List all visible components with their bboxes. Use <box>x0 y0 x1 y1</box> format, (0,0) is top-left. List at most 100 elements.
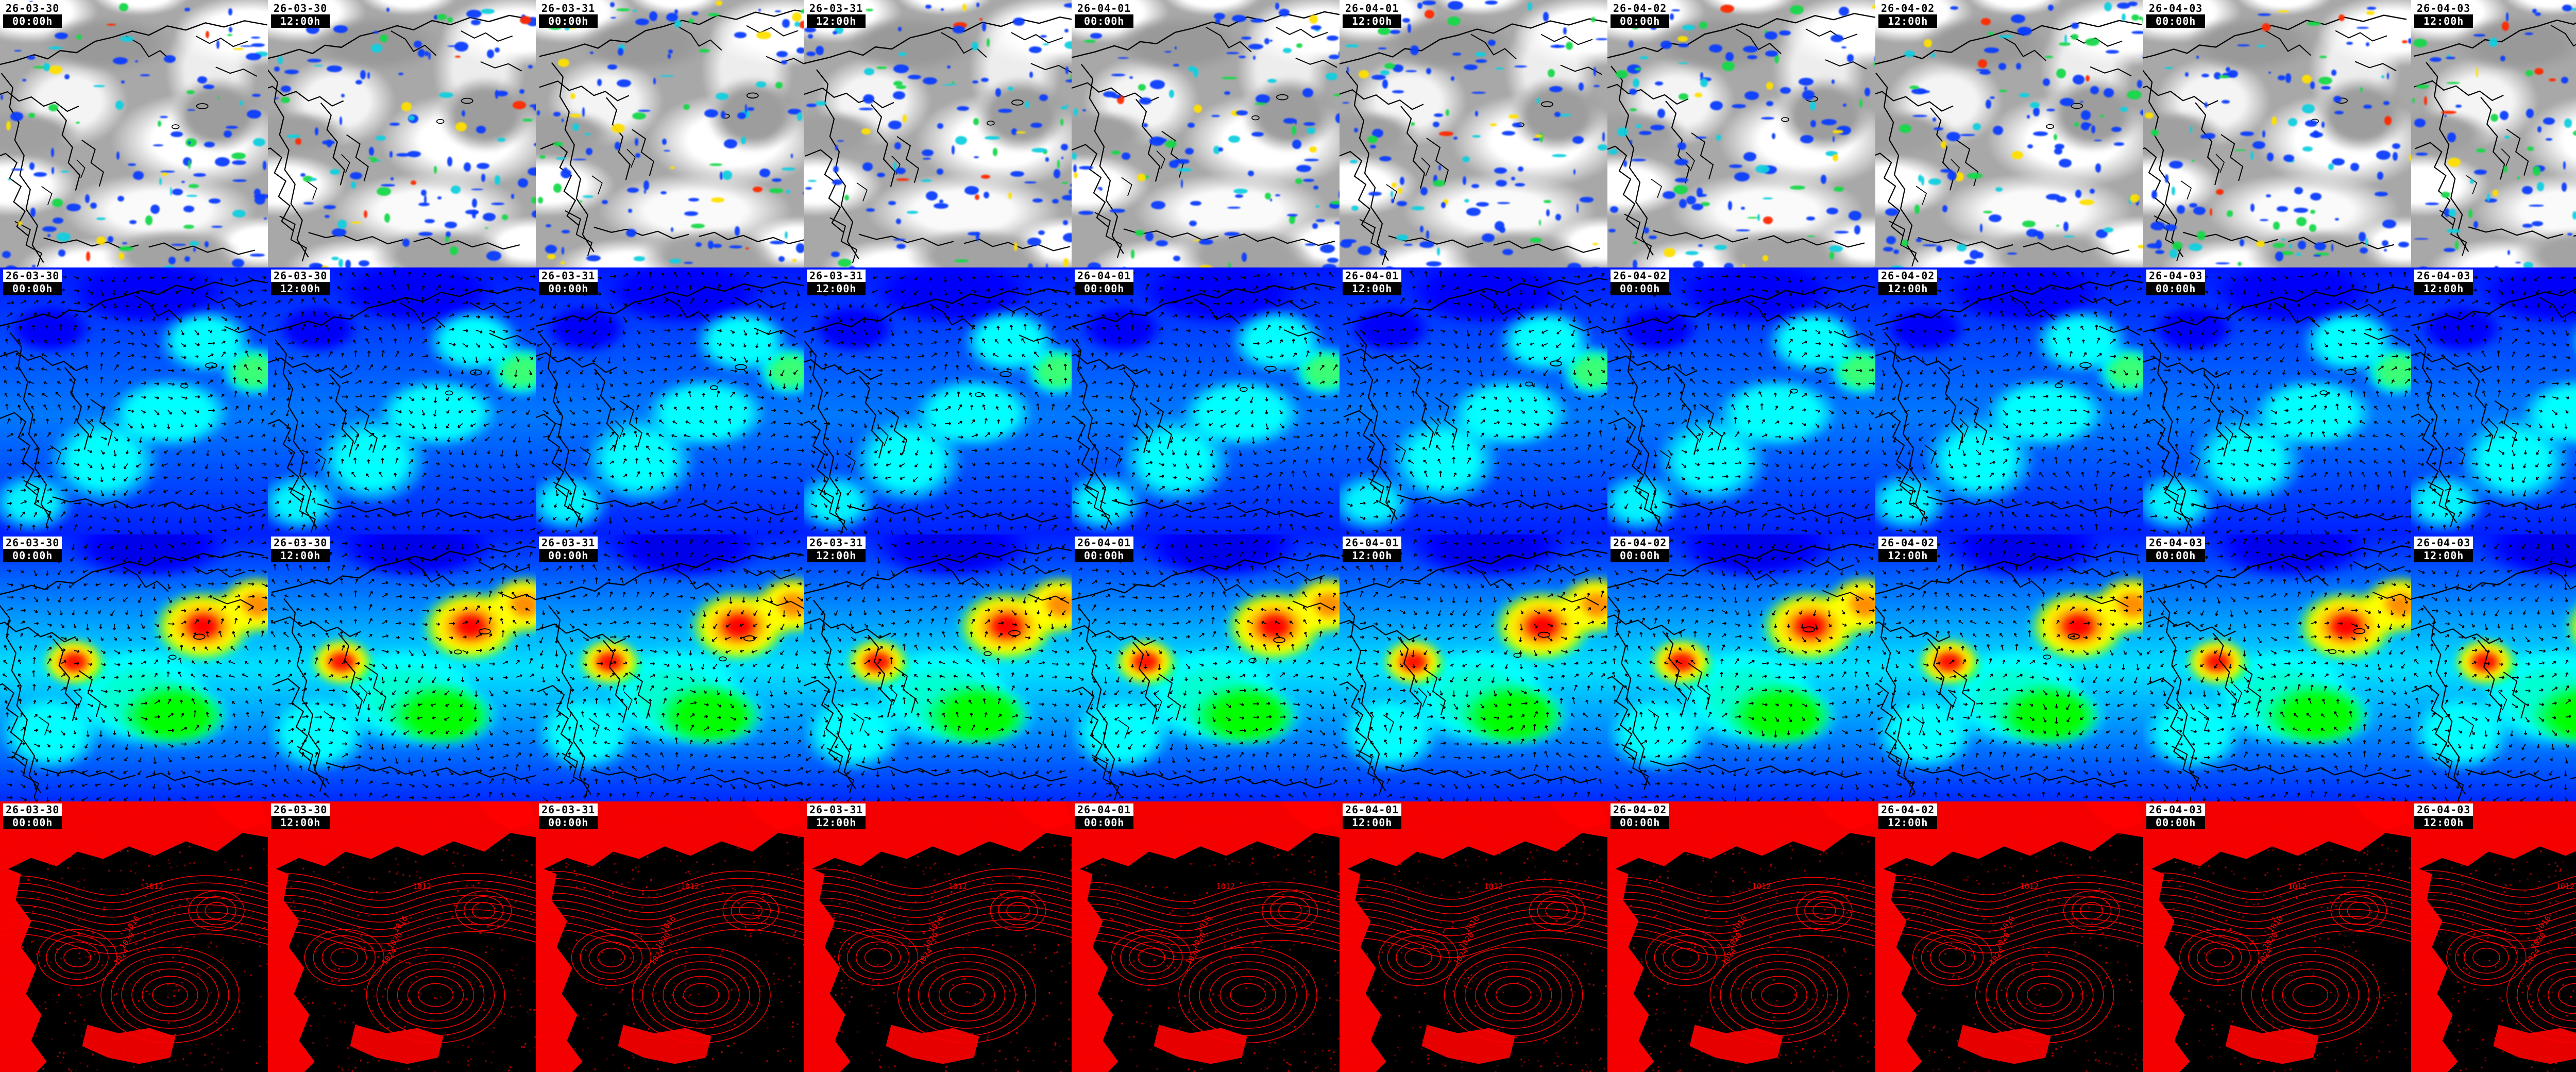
land-mask-overlay <box>1072 801 1340 1072</box>
forecast-panel[interactable]: 26-04-01 00:00h <box>1072 0 1340 267</box>
panel-timestamp: 26-04-02 12:00h <box>1878 270 1938 295</box>
land-mask-overlay <box>2143 801 2411 1072</box>
forecast-panel[interactable]: 26-03-30 12:00h <box>268 267 536 534</box>
forecast-panel[interactable]: 26-04-01 12:00h <box>1340 0 1607 267</box>
forecast-panel[interactable]: 26-03-30 00:00h <box>0 0 268 267</box>
panel-timestamp-date: 26-04-03 <box>2414 270 2473 282</box>
forecast-panel[interactable]: 26-04-01 12:00h <box>1340 534 1607 801</box>
forecast-panel[interactable]: 1012 1016 1020 1024 26-04-01 00:00h <box>1072 801 1340 1072</box>
cloud-shadow-layer <box>1340 0 1607 267</box>
forecast-panel[interactable]: 1012 1016 1020 1024 26-03-30 00:00h <box>0 801 268 1072</box>
forecast-panel[interactable]: 1012 1016 1020 1024 26-04-01 12:00h <box>1340 801 1607 1072</box>
forecast-panel[interactable]: 26-04-03 00:00h <box>2143 0 2411 267</box>
forecast-panel[interactable]: 26-04-02 00:00h <box>1607 0 1875 267</box>
forecast-panel[interactable]: 1012 1016 1020 1024 26-04-03 00:00h <box>2143 801 2411 1072</box>
wind-vector-arrows <box>268 534 536 801</box>
panel-timestamp-date: 26-04-01 <box>1075 803 1134 816</box>
panel-timestamp-date: 26-03-31 <box>539 803 598 816</box>
panel-timestamp-time: 00:00h <box>1611 282 1670 295</box>
panel-timestamp-time: 12:00h <box>2414 14 2473 28</box>
forecast-panel[interactable]: 26-03-31 00:00h <box>536 534 804 801</box>
forecast-panel[interactable]: 26-03-30 12:00h <box>268 0 536 267</box>
forecast-panel[interactable]: 1012 1016 1020 1024 26-03-31 00:00h <box>536 801 804 1072</box>
forecast-panel[interactable]: 26-03-31 00:00h <box>536 267 804 534</box>
panel-timestamp-date: 26-03-31 <box>539 537 598 549</box>
panel-timestamp: 26-03-31 00:00h <box>539 803 598 829</box>
panel-timestamp-time: 12:00h <box>1878 14 1938 28</box>
wind-vector-arrows <box>2411 267 2576 534</box>
forecast-panel[interactable]: 26-04-03 12:00h <box>2411 0 2576 267</box>
panel-timestamp-date: 26-03-31 <box>807 537 866 549</box>
panel-timestamp-time: 00:00h <box>539 549 598 562</box>
forecast-panel[interactable]: 26-04-02 12:00h <box>1875 0 2143 267</box>
forecast-panel[interactable]: 1012 1016 1020 1024 26-03-31 12:00h <box>804 801 1072 1072</box>
panel-timestamp: 26-04-03 00:00h <box>2146 270 2206 295</box>
wind-speed-canvas <box>1340 267 1607 534</box>
forecast-panel[interactable]: 26-03-30 00:00h <box>0 267 268 534</box>
panel-timestamp-date: 26-04-01 <box>1075 537 1134 549</box>
panel-timestamp-time: 12:00h <box>271 282 330 295</box>
forecast-panel[interactable]: 26-04-02 00:00h <box>1607 534 1875 801</box>
mslp-canvas: 1012 1016 1020 1024 <box>1875 801 2143 1072</box>
forecast-panel[interactable]: 1012 1016 1020 1024 26-04-02 00:00h <box>1607 801 1875 1072</box>
panel-timestamp: 26-03-31 00:00h <box>539 2 598 28</box>
panel-timestamp: 26-04-01 00:00h <box>1075 803 1134 829</box>
forecast-panel[interactable]: 26-04-03 00:00h <box>2143 267 2411 534</box>
panel-timestamp-time: 12:00h <box>807 816 866 829</box>
panel-timestamp-date: 26-04-01 <box>1343 537 1402 549</box>
wind-speed-canvas <box>1072 267 1340 534</box>
panel-timestamp: 26-04-02 00:00h <box>1611 803 1670 829</box>
forecast-panel[interactable]: 26-04-03 12:00h <box>2411 534 2576 801</box>
forecast-panel[interactable]: 26-03-30 00:00h <box>0 534 268 801</box>
wind-speed-shading <box>2411 534 2576 801</box>
forecast-panel[interactable]: 26-03-31 00:00h <box>536 0 804 267</box>
panel-row-satellite-cloud-precipitation: 26-03-30 00:00h 26-03-30 12:00h 26-03-31 00:0… <box>0 0 2576 267</box>
forecast-panel[interactable]: 26-04-03 00:00h <box>2143 534 2411 801</box>
satellite-cloud-canvas <box>2411 0 2576 267</box>
forecast-panel[interactable]: 26-04-02 12:00h <box>1875 534 2143 801</box>
forecast-panel[interactable]: 1012 1016 1020 1024 26-04-02 12:00h <box>1875 801 2143 1072</box>
panel-timestamp-date: 26-04-03 <box>2414 803 2473 816</box>
isobar-label: 1012 <box>1484 882 1503 891</box>
wind-speed-shading <box>1072 534 1340 801</box>
wind-speed-shading <box>536 534 804 801</box>
panel-timestamp-date: 26-03-31 <box>807 2 866 14</box>
forecast-panel[interactable]: 26-03-31 12:00h <box>804 534 1072 801</box>
isobar-label: 1012 <box>2556 882 2574 891</box>
panel-timestamp: 26-04-03 00:00h <box>2146 537 2206 562</box>
panel-row-wind-speed-upper-level: 26-03-30 00:00h 26-03-30 12:00h 26-03-31 00:0… <box>0 534 2576 801</box>
panel-timestamp-date: 26-03-30 <box>271 537 330 549</box>
forecast-panel[interactable]: 26-04-01 12:00h <box>1340 267 1607 534</box>
forecast-panel[interactable]: 26-04-01 00:00h <box>1072 267 1340 534</box>
forecast-panel[interactable]: 1012 1016 1020 1024 26-03-30 12:00h <box>268 801 536 1072</box>
panel-timestamp-time: 00:00h <box>1611 549 1670 562</box>
mslp-canvas: 1012 1016 1020 1024 <box>536 801 804 1072</box>
panel-timestamp-date: 26-04-01 <box>1075 270 1134 282</box>
forecast-panel[interactable]: 1012 1016 1020 1024 26-04-03 12:00h <box>2411 801 2576 1072</box>
wind-speed-shading <box>1072 267 1340 534</box>
panel-timestamp: 26-04-01 12:00h <box>1343 803 1402 829</box>
satellite-cloud-canvas <box>1340 0 1607 267</box>
mslp-canvas: 1012 1016 1020 1024 <box>1072 801 1340 1072</box>
forecast-panel[interactable]: 26-03-30 12:00h <box>268 534 536 801</box>
panel-timestamp: 26-04-02 00:00h <box>1611 537 1670 562</box>
panel-timestamp-time: 00:00h <box>1611 816 1670 829</box>
satellite-cloud-canvas <box>268 0 536 267</box>
panel-timestamp: 26-04-02 00:00h <box>1611 2 1670 28</box>
wind-vector-arrows <box>1340 267 1607 534</box>
wind-vector-arrows <box>1875 267 2143 534</box>
wind-speed-shading <box>1340 534 1607 801</box>
forecast-panel[interactable]: 26-03-31 12:00h <box>804 0 1072 267</box>
panel-timestamp-time: 12:00h <box>1878 282 1938 295</box>
forecast-panel[interactable]: 26-04-02 12:00h <box>1875 267 2143 534</box>
panel-timestamp-time: 00:00h <box>539 14 598 28</box>
land-mask-overlay <box>804 801 1072 1072</box>
precipitation-overlay <box>0 0 268 267</box>
forecast-panel[interactable]: 26-04-02 00:00h <box>1607 267 1875 534</box>
panel-timestamp-time: 00:00h <box>2146 282 2206 295</box>
mslp-canvas: 1012 1016 1020 1024 <box>2143 801 2411 1072</box>
forecast-panel[interactable]: 26-04-03 12:00h <box>2411 267 2576 534</box>
forecast-panel[interactable]: 26-04-01 00:00h <box>1072 534 1340 801</box>
forecast-panel[interactable]: 26-03-31 12:00h <box>804 267 1072 534</box>
panel-row-wind-speed-lower-level: 26-03-30 00:00h 26-03-30 12:00h 26-03-31 00:0… <box>0 267 2576 534</box>
